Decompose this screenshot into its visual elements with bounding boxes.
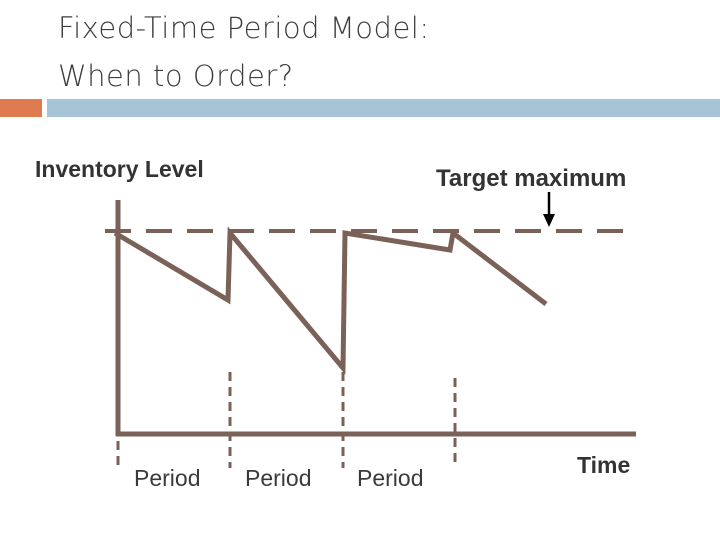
y-axis-label: Inventory Level [35, 156, 204, 182]
title-line-1: Fixed-Time Period Model: [58, 11, 430, 45]
x-axis-label: Time [577, 452, 631, 478]
period-label-3: Period [357, 465, 424, 491]
slide-title: Fixed-Time Period Model: When to Order? [58, 4, 430, 100]
header-rule-bar [47, 99, 720, 117]
target-arrow [543, 192, 555, 227]
target-maximum-label: Target maximum [436, 165, 627, 192]
title-line-2: When to Order? [58, 59, 294, 93]
inventory-level-line [113, 226, 548, 375]
accent-bar [0, 99, 42, 117]
period-label-2: Period [245, 465, 312, 491]
period-label-1: Period [134, 465, 201, 491]
